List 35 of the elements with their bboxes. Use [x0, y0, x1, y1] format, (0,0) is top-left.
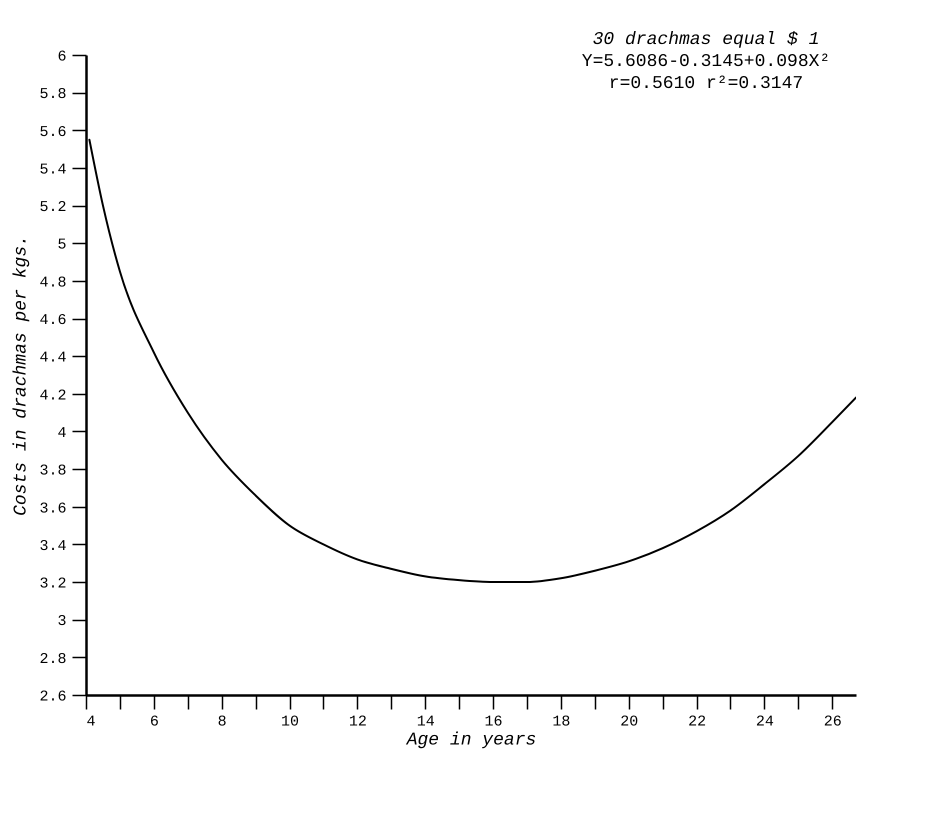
y-tick-label: 5.8 [39, 86, 66, 104]
y-axis-title: Costs in drachmas per kgs. [11, 235, 32, 516]
y-tick-label: 5.2 [39, 199, 66, 216]
y-tick-label: 6 [57, 48, 66, 66]
annotation: Y=5.6086-0.3145+0.098X² [582, 52, 830, 72]
x-tick-label: 26 [824, 714, 842, 730]
x-tick-label: 24 [756, 714, 774, 730]
y-tick-label: 3.6 [39, 500, 66, 518]
x-tick-label: 18 [552, 714, 570, 730]
y-tick-label: 3.4 [39, 538, 66, 555]
y-tick-label: 5.6 [39, 124, 66, 141]
y-tick-label: 3.2 [39, 576, 66, 593]
y-tick-label: 4 [57, 424, 66, 442]
annotation: r=0.5610 r²=0.3147 [608, 74, 804, 94]
x-tick-label: 16 [484, 714, 503, 730]
x-tick-label: 8 [218, 714, 227, 730]
y-tick-label: 4.4 [39, 350, 66, 367]
x-tick-label: 12 [348, 714, 367, 730]
y-tick-label: 5.4 [39, 161, 66, 178]
y-tick-label: 2.6 [39, 688, 66, 706]
y-tick-label: 5 [57, 236, 66, 254]
x-axis-title: Age in years [406, 730, 536, 750]
text: 30 drachmas equal $ 1 [592, 30, 820, 50]
y-tick-label: 3 [57, 613, 66, 630]
x-tick-label: 22 [688, 714, 706, 730]
x-tick-label: 20 [620, 714, 638, 730]
y-tick-label: 4.2 [39, 387, 66, 404]
y-tick-label: 4.8 [39, 274, 66, 292]
y-tick-label: 3.8 [39, 462, 66, 480]
y-tick-label: 4.6 [39, 312, 66, 330]
y-tick-label: 2.8 [39, 650, 66, 668]
x-tick-label: 10 [281, 714, 300, 730]
x-tick-label: 4 [86, 714, 96, 730]
x-tick-label: 6 [150, 714, 159, 730]
x-tick-label: 14 [416, 714, 435, 730]
